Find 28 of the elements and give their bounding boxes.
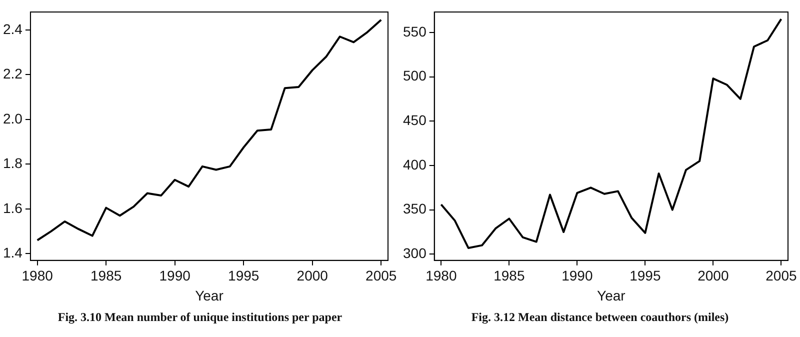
- y-tick-label: 300: [403, 245, 427, 262]
- y-tick-label: 400: [403, 156, 427, 172]
- x-tick-label: 1995: [228, 268, 260, 284]
- x-tick-label: 2000: [698, 268, 729, 284]
- x-axis-title: Year: [597, 287, 626, 304]
- y-tick-label: 2.0: [2, 110, 23, 126]
- y-tick-label: 1.6: [2, 200, 23, 216]
- y-tick-label: 1.4: [2, 244, 23, 261]
- y-tick-label: 550: [403, 23, 427, 40]
- text: Fig. 3.12 Mean distance between coauthors (miles): [470, 310, 730, 325]
- x-tick-label: 1985: [90, 268, 122, 284]
- y-tick-label: 350: [403, 200, 427, 217]
- y-tick-label: 2.4: [2, 20, 23, 37]
- x-tick-label: 1980: [426, 268, 457, 284]
- y-tick-label: 450: [403, 112, 427, 128]
- x-axis-title: Year: [195, 287, 224, 304]
- x-tick-label: 2000: [296, 268, 328, 284]
- x-tick-label: 2005: [766, 268, 797, 284]
- x-tick-label: 1985: [494, 268, 525, 284]
- x-tick-label: 1980: [22, 268, 54, 284]
- x-tick-label: 1995: [630, 268, 661, 284]
- x-tick-label: 2005: [366, 268, 397, 284]
- y-tick-label: 500: [403, 68, 427, 84]
- y-tick-label: 1.8: [2, 155, 23, 172]
- text: Fig. 3.10 Mean number of unique institutions per paper: [56, 310, 344, 325]
- x-tick-label: 1990: [159, 268, 191, 284]
- x-tick-label: 1990: [562, 268, 593, 284]
- y-tick-label: 2.2: [2, 66, 23, 82]
